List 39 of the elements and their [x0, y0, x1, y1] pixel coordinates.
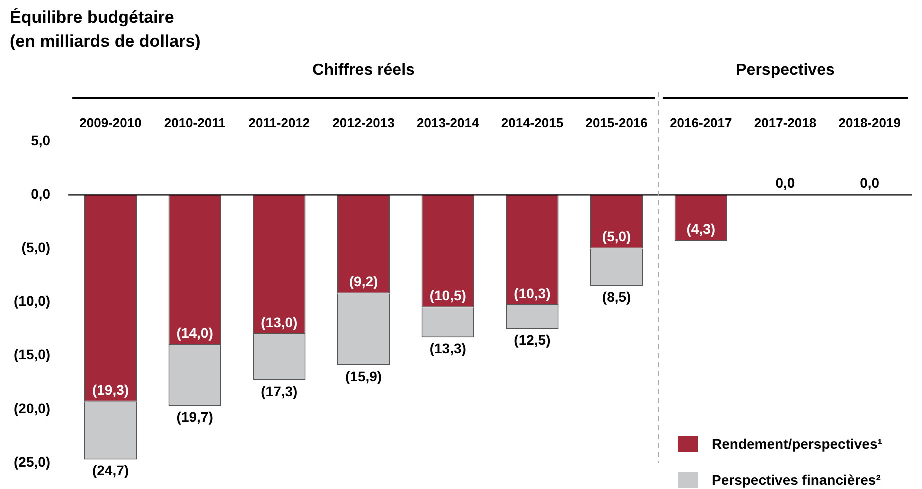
x-tick-label: 2013-2014	[417, 115, 480, 130]
y-tick-label: (20,0)	[14, 400, 51, 416]
data-label: (5,0)	[602, 228, 632, 245]
data-label: (14,0)	[176, 325, 214, 342]
total-label: (17,3)	[261, 383, 298, 400]
total-label: (8,5)	[602, 289, 632, 306]
legend-label: Rendement/perspectives¹	[712, 436, 882, 452]
total-label: (12,5)	[514, 332, 551, 348]
x-tick-label: 2014-2015	[501, 115, 564, 130]
total-label: (15,9)	[345, 368, 382, 384]
legend-label: Perspectives financières²	[712, 472, 881, 488]
total-label: (13,3)	[430, 340, 466, 357]
data-label: (9,2)	[349, 274, 378, 290]
y-tick-label: (5,0)	[22, 240, 51, 256]
x-tick-label: 2009-2010	[80, 115, 142, 130]
data-label: (13,0)	[261, 314, 298, 330]
x-tick-label: 2017-2018	[754, 115, 817, 130]
x-tick-label: 2010-2011	[164, 115, 226, 130]
x-tick-label: 2012-2013	[332, 115, 395, 130]
data-label: 0,0	[776, 175, 796, 192]
text: Perspectives	[736, 62, 835, 79]
x-tick-label: 2015-2016	[586, 115, 648, 130]
total-label: (19,7)	[176, 409, 214, 426]
y-tick-label: 5,0	[31, 132, 51, 148]
chart-title: Équilibre budgétaire (en milliards de dollars)	[10, 7, 201, 53]
data-label: (19,3)	[92, 382, 130, 398]
x-tick-label: 2018-2019	[838, 115, 901, 130]
x-tick-label: 2016-2017	[670, 115, 732, 130]
data-label: (10,3)	[514, 285, 551, 302]
text: Chiffres réels	[312, 62, 416, 79]
x-tick-label: 2011-2012	[248, 115, 310, 130]
data-label: (10,5)	[430, 288, 466, 304]
y-tick-label: (25,0)	[14, 454, 51, 470]
data-label: (4,3)	[686, 221, 716, 238]
data-label: 0,0	[860, 175, 880, 192]
y-tick-label: (15,0)	[14, 346, 51, 363]
total-label: (24,7)	[92, 462, 130, 479]
y-tick-label: 0,0	[31, 186, 51, 202]
y-tick-label: (10,0)	[14, 293, 51, 310]
